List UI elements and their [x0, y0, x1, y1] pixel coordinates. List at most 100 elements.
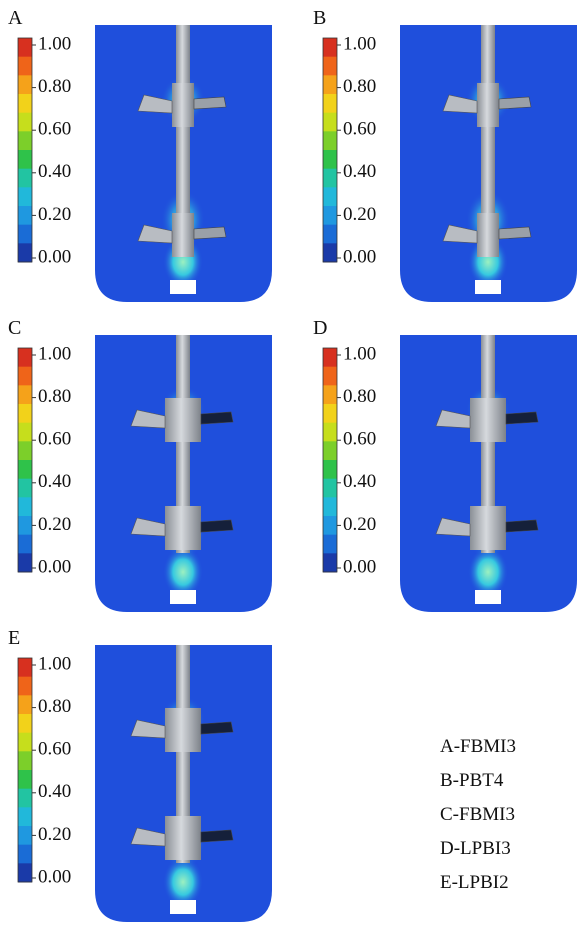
- colorbar-band: [18, 150, 32, 169]
- blade: [499, 97, 531, 109]
- blade: [201, 520, 233, 532]
- colorbar-band: [18, 385, 32, 404]
- colorbar-tick-label: 0.00: [38, 556, 71, 577]
- colorbar-tick-label: 0.00: [38, 866, 71, 887]
- colorbar-tick-label: 0.40: [343, 471, 376, 492]
- hub: [477, 83, 499, 127]
- colorbar-band: [323, 75, 337, 94]
- blade: [499, 227, 531, 239]
- colorbar-band: [323, 460, 337, 479]
- panel: D1.000.800.600.400.200.00: [313, 317, 577, 612]
- legend-entry: A-FBMI3: [440, 736, 516, 757]
- blade: [506, 412, 538, 424]
- colorbar-band: [323, 535, 337, 554]
- blade: [201, 722, 233, 734]
- hub: [165, 708, 201, 752]
- panel: B 1.00 0.80 0.60 0.40 0.20 0.00: [313, 7, 577, 302]
- colorbar-tick-label: 1.00: [38, 33, 71, 54]
- blade: [194, 227, 226, 239]
- colorbar-band: [323, 113, 337, 132]
- colorbar-tick-label: 0.60: [38, 429, 71, 450]
- panel-label: C: [8, 317, 21, 339]
- blade: [194, 97, 226, 109]
- figure: A1.000.800.600.400.200.00B1.000.800.600.…: [0, 0, 581, 937]
- colorbar-band: [18, 113, 32, 132]
- page: {"panels":[ {"label":"A","colorbar_ticks…: [0, 0, 581, 937]
- colorbar-band: [18, 206, 32, 225]
- colorbar-band: [18, 225, 32, 244]
- colorbar-band: [323, 225, 337, 244]
- panel-label: D: [313, 317, 327, 339]
- panel: A1.000.800.600.400.200.00: [8, 7, 272, 302]
- colorbar-band: [18, 57, 32, 76]
- colorbar-band: [18, 38, 32, 57]
- colorbar-band: [18, 516, 32, 535]
- colorbar-tick-label: 0.40: [38, 471, 71, 492]
- colorbar-band: [18, 826, 32, 845]
- colorbar-tick-label: 0.80: [38, 76, 71, 97]
- colorbar-band: [18, 789, 32, 808]
- bottom-bearing: [170, 590, 196, 604]
- colorbar-band: [18, 75, 32, 94]
- panel: C 1.00 0.80 0.60 0.40 0.20 0.00: [8, 317, 272, 612]
- hub: [470, 506, 506, 550]
- colorbar-tick-label: 0.60: [343, 119, 376, 140]
- blade: [506, 520, 538, 532]
- bottom-bearing: [170, 280, 196, 294]
- colorbar-band: [323, 348, 337, 367]
- colorbar-band: [18, 131, 32, 150]
- shaft: [481, 25, 495, 243]
- shaft: [176, 25, 190, 243]
- colorbar-band: [18, 187, 32, 206]
- colorbar-band: [323, 169, 337, 188]
- colorbar-band: [18, 770, 32, 789]
- colorbar-tick-label: 0.20: [38, 824, 71, 845]
- colorbar-band: [323, 187, 337, 206]
- colorbar-tick-label: 0.20: [38, 204, 71, 225]
- colorbar-tick-label: 1.00: [38, 343, 71, 364]
- colorbar-band: [18, 695, 32, 714]
- colorbar-band: [323, 131, 337, 150]
- colorbar-tick-label: 0.20: [38, 514, 71, 535]
- colorbar-band: [18, 845, 32, 864]
- colorbar-band: [323, 243, 337, 262]
- colorbar-band: [323, 441, 337, 460]
- hub: [165, 506, 201, 550]
- colorbar-tick-label: 1.00: [38, 653, 71, 674]
- colorbar-band: [323, 38, 337, 57]
- colorbar-band: [18, 460, 32, 479]
- colorbar-band: [323, 206, 337, 225]
- colorbar-tick-label: 0.40: [343, 161, 376, 182]
- colorbar-band: [18, 863, 32, 882]
- colorbar-tick-label: 0.80: [38, 386, 71, 407]
- colorbar-band: [18, 733, 32, 752]
- colorbar-tick-label: 1.00: [343, 343, 376, 364]
- colorbar-band: [18, 479, 32, 498]
- colorbar-tick-label: 0.60: [38, 739, 71, 760]
- colorbar-band: [18, 677, 32, 696]
- blade: [201, 412, 233, 424]
- colorbar-tick-label: 0.80: [343, 76, 376, 97]
- colorbar-band: [18, 553, 32, 572]
- colorbar-band: [18, 423, 32, 442]
- legend-entry: C-FBMI3: [440, 804, 515, 825]
- panel-label: B: [313, 7, 326, 29]
- hub: [165, 398, 201, 442]
- colorbar-band: [323, 553, 337, 572]
- colorbar-band: [323, 150, 337, 169]
- colorbar-tick-label: 0.60: [38, 119, 71, 140]
- colorbar-tick-label: 1.00: [343, 33, 376, 54]
- colorbar-tick-label: 0.00: [343, 246, 376, 267]
- colorbar-band: [18, 497, 32, 516]
- panel-label: E: [8, 627, 20, 649]
- colorbar-band: [323, 94, 337, 113]
- colorbar-tick-label: 0.20: [343, 204, 376, 225]
- colorbar-tick-label: 0.00: [343, 556, 376, 577]
- legend-entry: D-LPBI3: [440, 838, 511, 859]
- colorbar-band: [18, 94, 32, 113]
- colorbar-band: [323, 479, 337, 498]
- colorbar-band: [323, 497, 337, 516]
- colorbar-band: [18, 441, 32, 460]
- bottom-bearing: [475, 590, 501, 604]
- colorbar-band: [323, 385, 337, 404]
